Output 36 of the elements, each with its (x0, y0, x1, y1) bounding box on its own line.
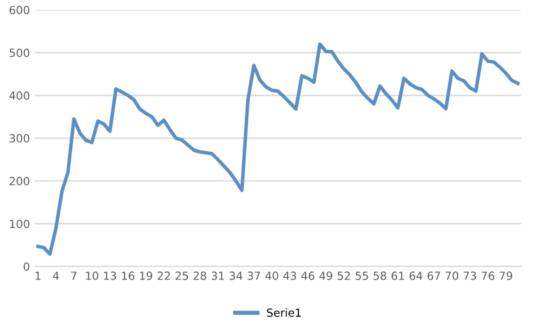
x-tick-label: 76 (482, 272, 494, 280)
x-tick-label: 46 (301, 272, 314, 280)
line-series (36, 42, 520, 256)
x-tick-label: 58 (374, 272, 386, 280)
x-tick-label: 7 (71, 272, 76, 280)
x-tick-label: 40 (265, 272, 278, 280)
x-tick-label: 70 (446, 272, 458, 280)
y-tick-label: 0 (24, 262, 30, 271)
x-tick-label: 19 (140, 272, 152, 280)
y-tick-label: 400 (9, 91, 30, 100)
x-tick-label: 73 (464, 272, 476, 280)
y-tick-label: 100 (10, 220, 30, 228)
y-tick-label: 600 (10, 6, 30, 14)
x-tick-label: 31 (212, 272, 224, 280)
x-tick-label: 37 (248, 272, 260, 280)
x-tick-label: 4 (52, 272, 59, 280)
x-tick-label: 10 (86, 272, 98, 280)
y-tick-label: 200 (10, 176, 30, 186)
x-tick-label: 67 (428, 272, 440, 280)
y-tick-label: 300 (10, 134, 30, 143)
x-tick-label: 79 (500, 272, 512, 280)
x-tick-label: 64 (410, 272, 422, 280)
legend-label: Serie1 (267, 308, 301, 317)
x-tick-label: 22 (158, 272, 170, 280)
x-tick-label: 34 (230, 272, 242, 280)
x-tick-label: 49 (319, 272, 332, 280)
x-tick-label: 28 (194, 272, 206, 280)
x-tick-label: 1 (36, 272, 40, 280)
x-tick-label: 55 (356, 272, 368, 280)
x-tick-label: 25 (176, 272, 188, 280)
x-tick-label: 13 (104, 272, 116, 280)
y-tick-label: 500 (10, 48, 30, 58)
x-tick-label: 16 (122, 272, 134, 280)
x-tick-label: 61 (392, 272, 404, 280)
x-tick-label: 43 (283, 272, 296, 280)
x-tick-label: 52 (338, 272, 350, 280)
